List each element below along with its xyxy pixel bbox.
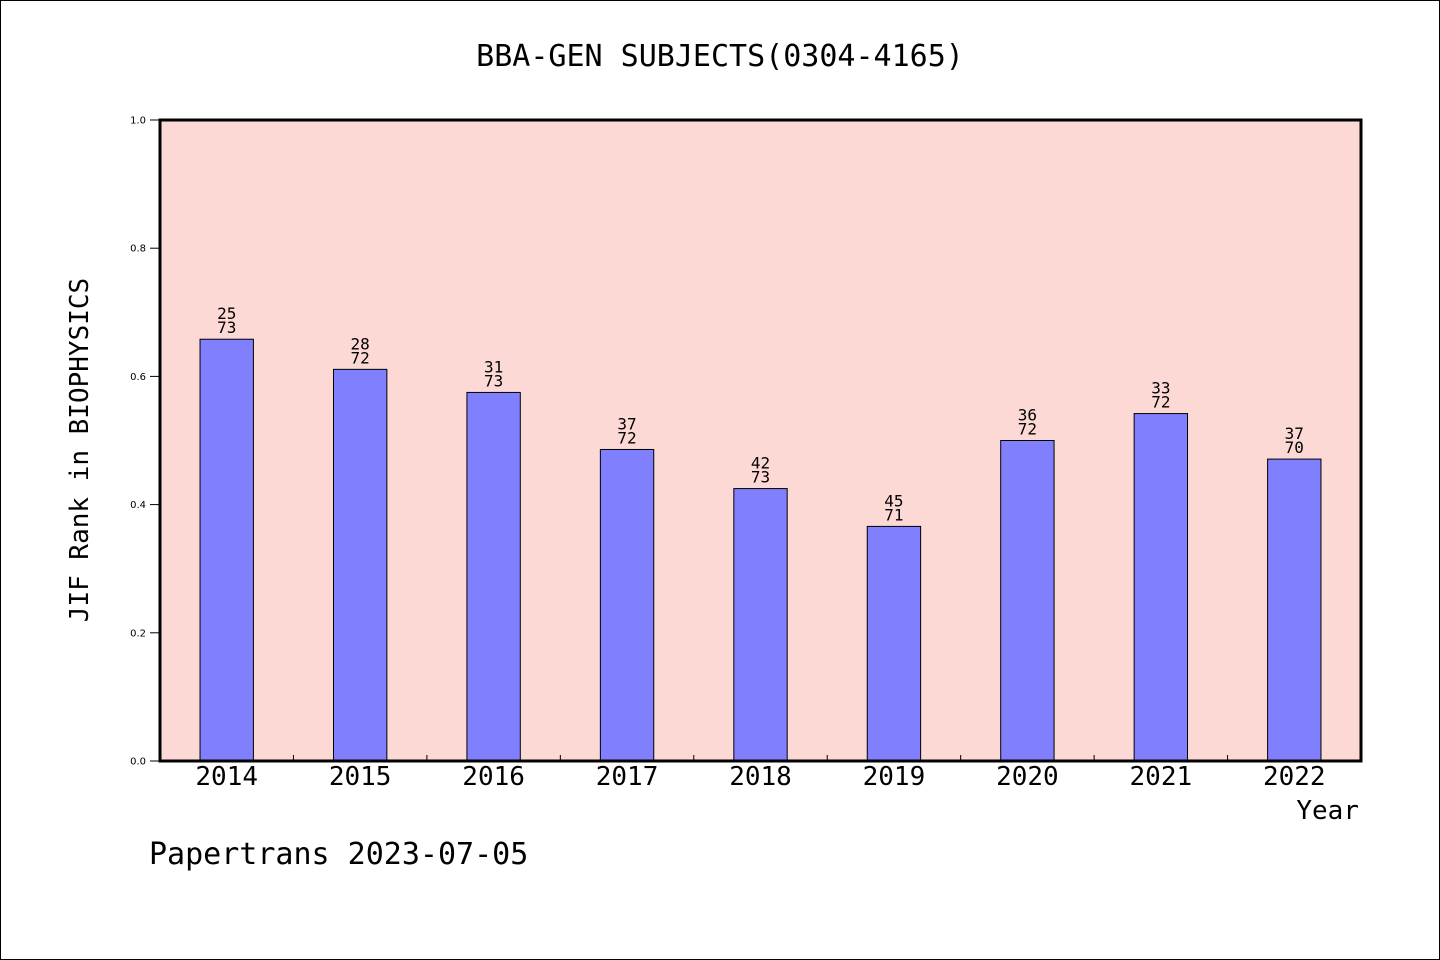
bar-2022 <box>1267 458 1322 762</box>
bar-total-label: 72 <box>351 348 370 367</box>
x-tick-label: 2017 <box>596 762 659 792</box>
bar-rank-label: 28 <box>351 334 370 353</box>
bar-2018 <box>733 488 788 762</box>
x-tick-label: 2014 <box>195 762 258 792</box>
chart-title: BBA-GEN SUBJECTS(0304-4165) <box>476 39 964 74</box>
bar-total-label: 72 <box>1151 393 1170 412</box>
plot-border <box>158 118 1363 763</box>
x-tick-label: 2018 <box>729 762 792 792</box>
y-tick-label: 1.0 <box>130 116 146 127</box>
y-axis-ticks: 0.0 0.2 0.4 0.6 0.8 1.0 <box>130 116 160 768</box>
bars <box>199 338 1322 762</box>
bar-2015 <box>332 368 388 762</box>
bar-2017 <box>599 448 655 762</box>
x-axis-label: Year <box>1296 796 1359 826</box>
y-tick-label: 0.0 <box>130 757 146 768</box>
y-tick-label: 0.8 <box>130 244 146 255</box>
bar-total-label: 73 <box>217 318 236 337</box>
bar-rank-label: 31 <box>484 357 503 376</box>
bar-rank-label: 45 <box>884 491 903 510</box>
x-tick-label: 2015 <box>329 762 392 792</box>
x-tick-label: 2020 <box>996 762 1059 792</box>
x-tick-label: 2016 <box>462 762 525 792</box>
y-tick-label: 0.2 <box>130 628 146 639</box>
bar-2021 <box>1133 413 1189 762</box>
x-axis-ticks: 2014 2015 2016 2017 2018 2019 2020 2021 2022 <box>195 755 1326 792</box>
y-tick-label: 0.6 <box>130 372 146 383</box>
bar-total-label: 72 <box>1018 420 1037 439</box>
bar-2014 <box>199 338 254 762</box>
x-tick-label: 2021 <box>1130 762 1193 792</box>
x-tick-label: 2019 <box>863 762 926 792</box>
bar-total-label: 70 <box>1285 438 1304 457</box>
y-axis-label: JIF Rank in BIOPHYSICS <box>65 278 95 622</box>
y-tick-label: 0.4 <box>130 500 146 511</box>
bar-total-label: 72 <box>617 428 636 447</box>
bar-rank-label: 42 <box>751 454 770 473</box>
bar-rank-label: 36 <box>1018 406 1037 425</box>
bar-rank-label: 25 <box>217 304 236 323</box>
bar-rank-label: 37 <box>1285 424 1304 443</box>
footer-text: Papertrans 2023-07-05 <box>149 837 528 872</box>
bar-total-label: 73 <box>751 468 770 487</box>
bar-2019 <box>866 525 922 762</box>
bar-rank-label: 37 <box>617 414 636 433</box>
bar-2020 <box>1000 440 1055 762</box>
x-tick-label: 2022 <box>1263 762 1326 792</box>
bar-total-label: 71 <box>884 505 903 524</box>
bar-rank-label: 33 <box>1151 379 1170 398</box>
bar-total-label: 73 <box>484 371 503 390</box>
bar-2016 <box>466 391 521 762</box>
